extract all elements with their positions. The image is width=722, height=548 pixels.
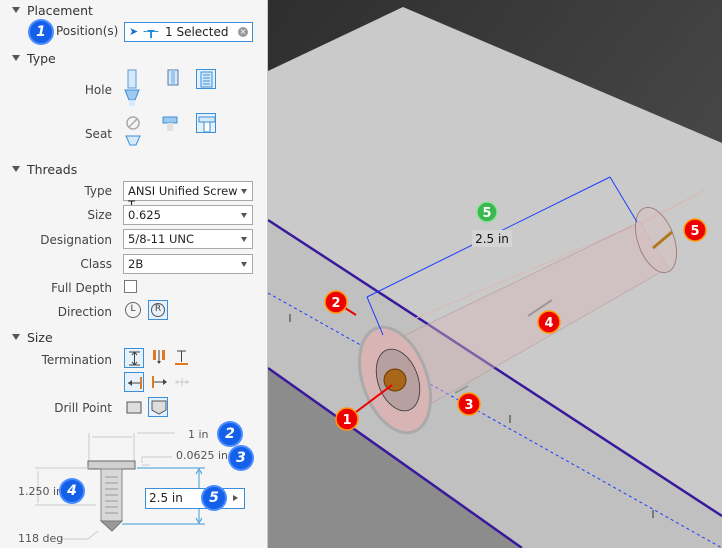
axis-line xyxy=(268,292,722,548)
class-select[interactable]: 2B xyxy=(123,254,253,274)
collapse-icon[interactable] xyxy=(12,55,20,61)
drill-angle-value: 118 deg xyxy=(18,532,64,545)
depth-dimension-label[interactable]: 2.5 in xyxy=(475,232,509,246)
left-hand-direction-icon[interactable]: L xyxy=(125,302,141,318)
depth-value: 2.5 in xyxy=(149,491,183,505)
callout-1: 1 xyxy=(342,413,351,428)
callout-markers: 1 2 3 4 5 xyxy=(324,218,707,431)
hole-countersink-icon[interactable] xyxy=(124,68,142,108)
thread-depth-value: 1.250 in xyxy=(18,485,64,498)
thread-type-select[interactable]: ANSI Unified Screw T xyxy=(123,181,253,212)
section-title: Type xyxy=(27,51,56,66)
seat-counterbore-icon[interactable] xyxy=(161,114,181,134)
drill-point-label: Drill Point xyxy=(54,401,112,415)
direction-symmetric-icon[interactable] xyxy=(172,372,192,392)
section-title: Threads xyxy=(27,162,78,177)
termination-label: Termination xyxy=(41,353,112,367)
green-callout-badge xyxy=(476,201,498,223)
section-size[interactable]: Size xyxy=(12,330,53,345)
callout-badge: 2 xyxy=(219,423,241,445)
designation-select[interactable]: 5/8-11 UNC xyxy=(123,229,253,249)
callout-badge: 5 xyxy=(203,487,225,509)
section-title: Placement xyxy=(27,3,93,18)
collapse-icon[interactable] xyxy=(12,166,20,172)
direction-right-icon[interactable] xyxy=(150,372,170,392)
callout-badge: 3 xyxy=(230,447,252,469)
section-title: Size xyxy=(27,330,53,345)
collapse-icon[interactable] xyxy=(12,334,20,340)
seat-depth-value: 0.0625 in xyxy=(176,449,229,462)
seat-none-icon[interactable] xyxy=(124,114,142,154)
model-edge xyxy=(268,218,722,548)
size-select[interactable]: 0.625 xyxy=(123,205,253,225)
green-callout-text: 5 xyxy=(482,206,491,221)
depth-arrow-handle xyxy=(652,230,673,250)
hole-label: Hole xyxy=(84,83,112,97)
seat-spotface-icon[interactable] xyxy=(196,113,216,133)
drill-point-angle-icon[interactable] xyxy=(148,397,168,417)
clear-icon[interactable]: × xyxy=(238,27,248,37)
collapse-icon[interactable] xyxy=(12,7,20,13)
termination-through-all-icon[interactable] xyxy=(150,348,170,368)
seat-label: Seat xyxy=(84,127,112,141)
3d-viewport[interactable]: 2.5 in 5 1 2 3 4 5 xyxy=(268,0,722,548)
direction-left-icon[interactable] xyxy=(124,372,144,392)
hole-properties-panel: Placement 1 Position(s) ➤ -┳- 1 Selected… xyxy=(0,0,268,548)
point-icon: -┳- xyxy=(143,24,159,38)
front-face xyxy=(268,220,722,548)
diameter-value: 1 in xyxy=(188,428,209,441)
right-hand-direction-button[interactable]: R xyxy=(148,300,168,320)
section-placement[interactable]: Placement xyxy=(12,3,93,18)
callout-badge: 4 xyxy=(61,480,83,502)
full-depth-label: Full Depth xyxy=(51,281,112,295)
class-label: Class xyxy=(80,257,112,271)
drill-point-flat-icon[interactable] xyxy=(124,398,144,418)
size-label: Size xyxy=(87,208,112,222)
callout-2: 2 xyxy=(331,296,340,311)
hole-counterbore-icon[interactable] xyxy=(163,69,183,89)
position-selector[interactable]: ➤ -┳- 1 Selected × xyxy=(124,22,253,42)
section-type[interactable]: Type xyxy=(12,51,56,66)
callout-badge: 1 xyxy=(30,21,52,43)
position-label: Position(s) xyxy=(56,24,119,38)
section-threads[interactable]: Threads xyxy=(12,162,77,177)
designation-label: Designation xyxy=(40,233,112,247)
expand-arrow-icon[interactable] xyxy=(233,495,238,501)
top-face xyxy=(268,7,722,516)
termination-distance-icon[interactable] xyxy=(124,348,144,368)
callout-3: 3 xyxy=(464,398,473,413)
callout-5: 5 xyxy=(690,224,699,239)
full-depth-checkbox[interactable] xyxy=(124,280,137,293)
direction-label: Direction xyxy=(57,305,112,319)
position-point-handle xyxy=(383,368,407,392)
hole-end-face xyxy=(634,206,678,274)
tick-mark xyxy=(289,314,654,518)
cursor-icon: ➤ xyxy=(129,25,139,38)
right-hand-icon: R xyxy=(151,303,165,317)
thread-type-label: Type xyxy=(84,184,112,198)
hole-tapped-icon[interactable] xyxy=(196,69,216,89)
termination-to-icon[interactable] xyxy=(172,348,192,368)
position-value: 1 Selected xyxy=(165,25,229,39)
callout-4: 4 xyxy=(544,316,553,331)
depth-input[interactable]: 2.5 in xyxy=(145,488,245,509)
